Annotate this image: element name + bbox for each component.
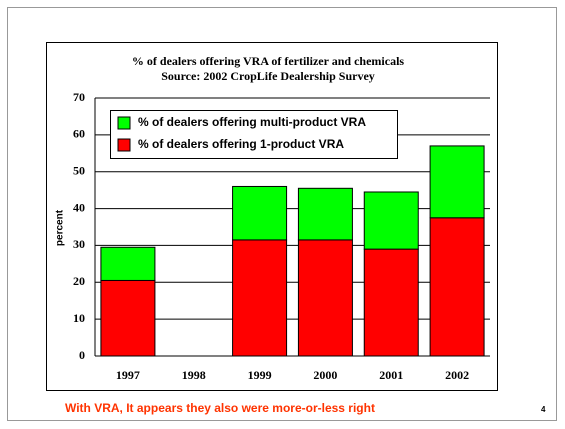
legend-box — [110, 110, 398, 159]
bar-segment — [429, 217, 485, 357]
x-tick-label: 1998 — [182, 368, 206, 382]
bar-segment — [297, 239, 353, 357]
page-number: 4 — [541, 405, 546, 414]
bar-segment — [100, 246, 156, 281]
legend-label: % of dealers offering multi-product VRA — [138, 115, 366, 129]
bar-segment — [363, 191, 419, 250]
bar-segment — [363, 248, 419, 357]
chart-title: % of dealers offering VRA of fertilizer … — [132, 54, 404, 68]
legend-swatch — [117, 138, 131, 152]
bar-segment — [232, 185, 288, 241]
legend-label: % of dealers offering 1-product VRA — [138, 137, 344, 151]
bar-segment — [297, 187, 353, 241]
chart-subtitle: Source: 2002 CropLife Dealership Survey — [161, 69, 375, 83]
y-tick-label: 50 — [73, 163, 85, 177]
x-tick-label: 1999 — [248, 368, 272, 382]
y-tick-label: 0 — [79, 348, 85, 362]
x-tick-label: 2001 — [379, 368, 403, 382]
y-tick-label: 60 — [73, 127, 85, 141]
bar-segment — [429, 145, 485, 219]
bar-segment — [100, 279, 156, 357]
y-tick-label: 10 — [73, 311, 85, 325]
x-tick-label: 2002 — [445, 368, 469, 382]
footer-note: With VRA, It appears they also were more… — [65, 401, 375, 415]
y-tick-label: 30 — [73, 237, 85, 251]
y-tick-label: 70 — [73, 90, 85, 104]
y-tick-label: 20 — [73, 274, 85, 288]
y-tick-label: 40 — [73, 200, 85, 214]
x-tick-label: 1997 — [116, 368, 140, 382]
bar-segment — [232, 239, 288, 357]
x-tick-label: 2000 — [313, 368, 337, 382]
y-axis-label: percent — [55, 209, 66, 246]
legend-swatch — [117, 116, 131, 130]
